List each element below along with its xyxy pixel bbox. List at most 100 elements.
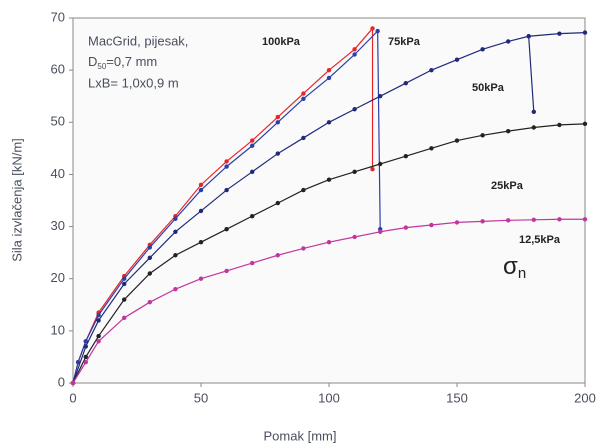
point <box>378 94 383 99</box>
point <box>198 240 204 245</box>
point <box>429 222 434 228</box>
point <box>275 200 280 206</box>
point <box>454 220 460 225</box>
point <box>250 260 255 266</box>
y-tick-label: 30 <box>51 218 65 233</box>
series-line <box>72 218 585 384</box>
y-tick-label: 60 <box>51 62 65 77</box>
point <box>83 359 89 365</box>
point <box>224 226 229 232</box>
point <box>480 133 485 138</box>
point <box>506 39 511 44</box>
note: MacGrid, pijesak, <box>88 33 188 48</box>
point <box>301 246 306 251</box>
point <box>250 213 255 219</box>
point <box>250 169 255 175</box>
x-tick-label: 0 <box>69 390 76 405</box>
point <box>275 253 280 258</box>
point <box>198 208 204 214</box>
point <box>378 229 383 234</box>
point <box>173 216 178 221</box>
sigma-sub: n <box>518 265 526 282</box>
point <box>582 30 588 35</box>
point <box>275 120 280 125</box>
point <box>375 28 380 34</box>
point <box>454 57 460 62</box>
point <box>454 138 460 143</box>
point <box>506 128 511 134</box>
point <box>122 297 127 302</box>
point <box>173 229 178 234</box>
point <box>352 47 357 52</box>
point <box>506 218 511 223</box>
x-tick-label: 150 <box>446 390 468 405</box>
point <box>370 26 375 31</box>
plot-area <box>72 17 586 384</box>
point <box>557 217 562 222</box>
point <box>526 34 531 39</box>
point <box>198 182 204 188</box>
y-tick-label: 50 <box>51 114 65 129</box>
point <box>122 276 127 281</box>
point <box>96 313 101 318</box>
point <box>531 217 536 222</box>
series-line <box>72 123 586 384</box>
x-tick-label: 200 <box>574 390 596 405</box>
point <box>352 52 357 57</box>
y-axis-title: Sila izvlačenja [kN/m] <box>9 138 24 262</box>
point <box>250 138 255 143</box>
point <box>531 125 536 130</box>
point <box>173 286 178 292</box>
point <box>429 146 434 151</box>
note: 50 <box>97 62 106 71</box>
x-tick-label: 50 <box>194 390 208 405</box>
point <box>75 359 81 365</box>
point <box>250 143 255 148</box>
point <box>275 151 280 156</box>
point <box>403 153 408 159</box>
point <box>224 268 229 274</box>
point <box>122 315 127 321</box>
point <box>326 75 332 81</box>
point <box>557 122 562 128</box>
point <box>301 91 306 96</box>
series-label: 12,5kPa <box>519 234 561 246</box>
point <box>198 276 204 281</box>
point <box>370 167 375 172</box>
note: LxB= 1,0x0,9 m <box>88 75 179 90</box>
y-tick-label: 10 <box>51 322 65 337</box>
point <box>301 96 306 102</box>
point <box>198 187 204 193</box>
point <box>83 354 89 360</box>
point <box>83 344 89 349</box>
point <box>147 245 152 250</box>
point <box>403 225 408 230</box>
series-label: 50kPa <box>472 82 505 94</box>
point <box>301 187 306 193</box>
point <box>429 67 434 73</box>
point <box>83 339 89 344</box>
point <box>326 240 332 245</box>
series-label: 75kPa <box>388 36 421 48</box>
point <box>582 217 588 222</box>
y-tick-label: 70 <box>51 9 65 24</box>
point <box>301 135 306 141</box>
point <box>531 109 536 115</box>
point <box>557 31 562 36</box>
note: =0,7 mm <box>106 54 157 69</box>
note: D <box>88 54 97 69</box>
series-label: 25kPa <box>491 180 524 192</box>
point <box>147 271 152 276</box>
point <box>480 219 485 224</box>
point <box>224 159 229 164</box>
series-line <box>72 29 381 384</box>
point <box>147 255 152 261</box>
sigma: σ <box>503 253 518 280</box>
sigma-label: σn <box>503 253 526 282</box>
point <box>224 164 229 169</box>
x-tick-label: 100 <box>318 390 340 405</box>
point <box>224 187 229 193</box>
note: D50=0,7 mm <box>88 54 157 71</box>
point <box>326 67 332 73</box>
